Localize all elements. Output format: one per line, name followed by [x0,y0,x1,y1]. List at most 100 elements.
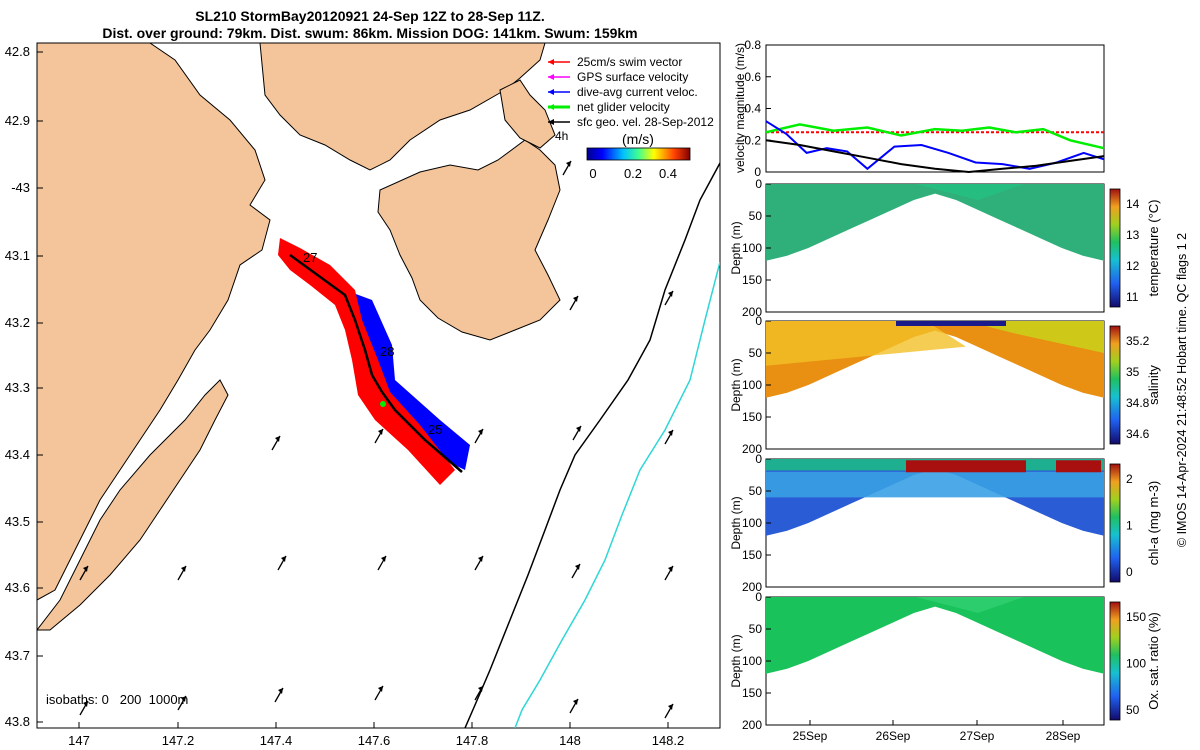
track-label-28: 28 [380,344,394,359]
geo-velocity-arrowhead [478,556,483,562]
land-tasman-west [37,43,271,601]
section-ytick-label: 200 [742,718,762,732]
land-tasman-peninsula [377,139,561,341]
velocity-ytick-label: 0.4 [744,102,761,116]
section-ytick-label: 100 [742,654,762,668]
velocity-ytick-label: 0 [754,165,761,179]
section-band [916,184,1024,200]
net-velocity-marker [380,401,386,407]
legend-label: net glider velocity [577,100,670,114]
map-panel: 147 147.2 147.4 147.6 147.8 148 148.2 42.8 42.9 -… [5,26,721,748]
section-colorbar-tick: 12 [1126,259,1140,273]
geo-velocity-arrowhead [83,566,88,572]
velocity-ytick-label: 0.2 [744,133,761,147]
geo-velocity-arrows [79,26,674,719]
section-ytick-label: 150 [742,686,762,700]
section-ytick-label: 200 [742,442,762,456]
geo-velocity-arrow [660,26,668,40]
map-lat-tick-label: 43.1 [5,248,30,263]
section-band [766,321,966,366]
legend-label: sfc geo. vel. 28-Sep-2012 [577,115,714,129]
section-colorbar-tick: 34.8 [1126,396,1150,410]
geo-velocity-arrowhead [668,566,673,572]
map-lat-tick-label: 43.8 [5,714,30,729]
map-lat-tick-label: 43.6 [5,580,30,595]
velocity-series-line [765,123,1105,150]
section-band [916,597,1024,613]
map-lat-tick-label: 43.5 [5,514,30,529]
section-colorbar-tick: 0 [1126,565,1133,579]
velocity-panel: 0 0.2 0.4 0.6 0.8 velocity magnitude (m/s) [733,38,1105,179]
land-north-shore [259,43,546,171]
map-lat-tick-label: -43 [11,180,30,195]
section-xtick-label: 26Sep [876,729,911,743]
map-lon-tick-label: 147.6 [358,733,391,748]
map-lat-tick-label: 42.8 [5,44,30,59]
map-lon-tick-label: 148.2 [652,733,685,748]
legend-arrowhead [548,89,554,95]
section-ytick-label: 50 [749,622,763,636]
velocity-series-line [765,139,1105,174]
section-colorbar-label: chl-a (mg m-3) [1146,481,1161,566]
colorbar-title: (m/s) [622,131,654,147]
section-colorbar-tick: 35 [1126,365,1140,379]
section-ytick-label: 0 [755,177,762,191]
legend-label: dive-avg current veloc. [577,85,698,99]
geo-velocity-arrowhead [278,688,283,694]
section-colorbar-tick: 11 [1126,290,1139,304]
geo-velocity-arrowhead [378,429,383,435]
geo-velocity-arrowhead [573,699,578,705]
section-ytick-label: 100 [742,378,762,392]
geo-velocity-arrowhead [83,701,88,707]
section-ytick-label: 100 [742,241,762,255]
isobaths-label: isobaths: 0 200 1000m [46,692,188,707]
velocity-ytick-label: 0.8 [744,38,761,52]
map-lat-tick-label: 43.7 [5,648,30,663]
section-ytick-label: 0 [755,590,762,604]
section-xtick-label: 25Sep [793,729,828,743]
section-colorbar-tick: 100 [1126,657,1146,671]
section-ylabel: Depth (m) [729,496,743,549]
geo-velocity-arrowhead [381,556,386,562]
geo-velocity-arrowhead [663,26,668,32]
map-layers [37,26,720,728]
colorbar-tick-0.4: 0.4 [659,166,677,181]
section-colorbar [1109,463,1121,583]
section-colorbar-tick: 35.2 [1126,334,1150,348]
map-lat-tick-label: 43.3 [5,380,30,395]
section-colorbar-tick: 50 [1126,703,1140,717]
glider-track-swath [278,238,470,485]
section-band [766,471,1104,498]
figure-title-line1: SL210 StormBay20120921 24-Sep 12Z to 28-… [195,8,545,24]
geo-velocity-arrowhead [575,564,580,570]
track-label-27: 27 [303,250,317,265]
legend-label: 25cm/s swim vector [577,55,682,69]
geo-velocity-arrowhead [478,429,483,435]
section-colorbar-tick: 14 [1126,197,1140,211]
colorbar-tick-0: 0 [589,166,596,181]
geo-velocity-arrowhead [668,704,673,710]
geo-velocity-arrowhead [573,296,578,302]
map-lat-tick-label: 43.2 [5,315,30,330]
section-colorbar [1109,188,1121,308]
isobath-200m [464,162,720,728]
section-colorbar-tick: 2 [1126,472,1133,486]
section-xtick-label: 27Sep [960,729,995,743]
geo-velocity-arrowhead [478,686,483,692]
map-lon-tick-label: 147.8 [456,733,489,748]
section-ytick-label: 200 [742,580,762,594]
section-colorbar [1109,601,1121,721]
section-colorbar-tick: 34.6 [1126,427,1150,441]
section-ytick-label: 100 [742,516,762,530]
section-ytick-label: 200 [742,305,762,319]
section-panel: 0 50 100 150 200 Depth (m) 2 1 0 chl-a (mg m-3) [729,452,1161,594]
isobath-1000m [514,261,720,728]
map-axes: 147 147.2 147.4 147.6 147.8 148 148.2 42.8 42.9 -… [5,44,685,748]
geo-velocity-arrowhead [281,556,286,562]
legend-arrowhead [548,119,554,125]
geo-velocity-arrowhead [576,426,581,432]
